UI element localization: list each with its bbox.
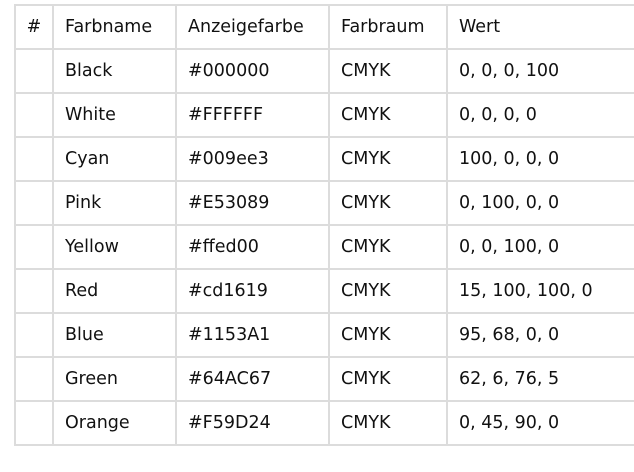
color-space: CMYK — [328, 356, 448, 402]
row-number — [14, 180, 54, 226]
color-space: CMYK — [328, 312, 448, 358]
color-name: Green — [52, 356, 177, 402]
table-row[interactable]: Cyan #009ee3 CMYK 100, 0, 0, 0 — [14, 136, 634, 182]
table-row[interactable]: Yellow #ffed00 CMYK 0, 0, 100, 0 — [14, 224, 634, 270]
row-number — [14, 356, 54, 402]
color-value: 0, 0, 100, 0 — [446, 224, 634, 270]
display-color: #000000 — [175, 48, 330, 94]
color-table: # Farbname Anzeigefarbe Farbraum Wert Bl… — [14, 4, 634, 446]
color-value: 100, 0, 0, 0 — [446, 136, 634, 182]
color-space: CMYK — [328, 180, 448, 226]
table-row[interactable]: Blue #1153A1 CMYK 95, 68, 0, 0 — [14, 312, 634, 358]
header-farbraum[interactable]: Farbraum — [328, 4, 448, 50]
row-number — [14, 224, 54, 270]
color-value: 62, 6, 76, 5 — [446, 356, 634, 402]
display-color: #009ee3 — [175, 136, 330, 182]
color-name: Yellow — [52, 224, 177, 270]
header-wert[interactable]: Wert — [446, 4, 634, 50]
color-value: 0, 100, 0, 0 — [446, 180, 634, 226]
color-space: CMYK — [328, 92, 448, 138]
table-row[interactable]: Pink #E53089 CMYK 0, 100, 0, 0 — [14, 180, 634, 226]
display-color: #ffed00 — [175, 224, 330, 270]
table-row[interactable]: Green #64AC67 CMYK 62, 6, 76, 5 — [14, 356, 634, 402]
color-name: Orange — [52, 400, 177, 446]
row-number — [14, 136, 54, 182]
color-name: Blue — [52, 312, 177, 358]
color-name: Pink — [52, 180, 177, 226]
display-color: #E53089 — [175, 180, 330, 226]
color-space: CMYK — [328, 224, 448, 270]
row-number — [14, 312, 54, 358]
header-farbname[interactable]: Farbname — [52, 4, 177, 50]
row-number — [14, 92, 54, 138]
color-name: Red — [52, 268, 177, 314]
row-number — [14, 268, 54, 314]
table-row[interactable]: White #FFFFFF CMYK 0, 0, 0, 0 — [14, 92, 634, 138]
color-value: 0, 45, 90, 0 — [446, 400, 634, 446]
display-color: #F59D24 — [175, 400, 330, 446]
header-anzeigefarbe[interactable]: Anzeigefarbe — [175, 4, 330, 50]
display-color: #1153A1 — [175, 312, 330, 358]
table-row[interactable]: Black #000000 CMYK 0, 0, 0, 100 — [14, 48, 634, 94]
table-row[interactable]: Red #cd1619 CMYK 15, 100, 100, 0 — [14, 268, 634, 314]
color-value: 15, 100, 100, 0 — [446, 268, 634, 314]
color-space: CMYK — [328, 48, 448, 94]
row-number — [14, 48, 54, 94]
color-space: CMYK — [328, 400, 448, 446]
color-space: CMYK — [328, 136, 448, 182]
display-color: #64AC67 — [175, 356, 330, 402]
color-name: Cyan — [52, 136, 177, 182]
row-number — [14, 400, 54, 446]
display-color: #FFFFFF — [175, 92, 330, 138]
color-name: White — [52, 92, 177, 138]
display-color: #cd1619 — [175, 268, 330, 314]
color-value: 95, 68, 0, 0 — [446, 312, 634, 358]
header-number[interactable]: # — [14, 4, 54, 50]
table-row[interactable]: Orange #F59D24 CMYK 0, 45, 90, 0 — [14, 400, 634, 446]
color-space: CMYK — [328, 268, 448, 314]
color-name: Black — [52, 48, 177, 94]
color-value: 0, 0, 0, 0 — [446, 92, 634, 138]
color-value: 0, 0, 0, 100 — [446, 48, 634, 94]
table-header-row: # Farbname Anzeigefarbe Farbraum Wert — [14, 4, 634, 50]
